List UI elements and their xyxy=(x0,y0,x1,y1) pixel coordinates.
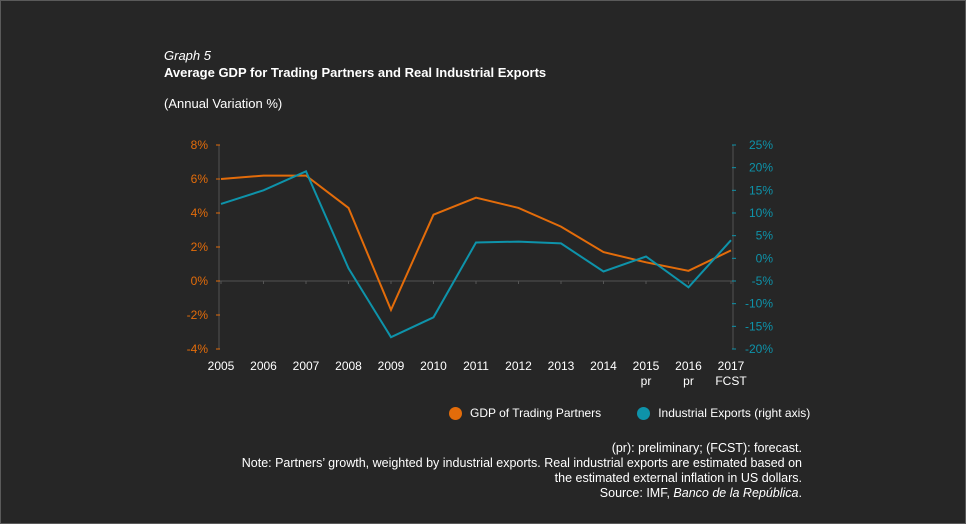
x-tick-label: 2016 xyxy=(675,359,702,373)
right-axis-tick-label: -20% xyxy=(745,342,773,356)
right-axis-tick-label: 0% xyxy=(756,251,774,265)
source-name: Banco de la República xyxy=(673,486,799,500)
source-period: . xyxy=(798,486,802,500)
notes-methodology: Note: Partners’ growth, weighted by indu… xyxy=(241,456,802,470)
x-tick-sublabel: pr xyxy=(641,374,652,388)
notes: (pr): preliminary; (FCST): forecast. Not… xyxy=(242,441,802,501)
x-tick-label: 2017 xyxy=(718,359,745,373)
x-tick-label: 2008 xyxy=(335,359,362,373)
legend-marker-gdp xyxy=(449,406,462,420)
legend-marker-exports xyxy=(637,406,651,420)
chart-subtitle: (Annual Variation %) xyxy=(164,96,283,111)
left-axis-tick-label: 6% xyxy=(191,172,209,186)
legend: GDP of Trading Partners Industrial Expor… xyxy=(449,406,846,420)
x-tick-label: 2015 xyxy=(633,359,660,373)
legend-item-exports: Industrial Exports (right axis) xyxy=(637,406,810,420)
left-axis-tick-label: -4% xyxy=(187,342,209,356)
legend-label-exports: Industrial Exports (right axis) xyxy=(658,406,811,420)
x-tick-label: 2010 xyxy=(420,359,447,373)
right-axis-tick-label: 25% xyxy=(749,138,773,152)
right-axis-tick-label: 10% xyxy=(749,206,773,220)
x-tick-label: 2006 xyxy=(250,359,277,373)
left-axis-tick-label: -2% xyxy=(187,308,209,322)
left-axis-tick-label: 4% xyxy=(191,206,209,220)
x-tick-label: 2012 xyxy=(505,359,532,373)
right-axis-tick-label: -10% xyxy=(745,297,773,311)
legend-item-gdp: GDP of Trading Partners xyxy=(449,406,601,420)
left-axis-tick-label: 8% xyxy=(191,138,209,152)
right-axis-tick-label: 15% xyxy=(749,183,773,197)
left-axis-tick-label: 0% xyxy=(191,274,209,288)
x-tick-label: 2005 xyxy=(208,359,235,373)
left-axis-tick-label: 2% xyxy=(191,240,209,254)
x-tick-label: 2011 xyxy=(463,359,489,373)
right-axis-tick-label: -15% xyxy=(745,319,773,333)
x-tick-label: 2013 xyxy=(548,359,575,373)
graph-number: Graph 5 xyxy=(164,48,211,63)
notes-abbreviations: (pr): preliminary; (FCST): forecast. xyxy=(611,441,802,455)
right-axis-tick-label: 5% xyxy=(756,229,774,243)
x-tick-sublabel: FCST xyxy=(715,374,747,388)
right-axis-tick-label: -5% xyxy=(752,274,774,288)
x-tick-label: 2009 xyxy=(378,359,405,373)
x-tick-label: 2007 xyxy=(293,359,320,373)
legend-label-gdp: GDP of Trading Partners xyxy=(470,406,602,420)
x-tick-sublabel: pr xyxy=(683,374,694,388)
notes-methodology-cont: the estimated external inflation in US d… xyxy=(554,471,802,485)
exports-series-line xyxy=(220,169,732,339)
source-label: Source: IMF, xyxy=(599,486,674,500)
chart-title: Average GDP for Trading Partners and Rea… xyxy=(164,65,547,80)
notes-source: Source: IMF, Banco de la República. xyxy=(242,486,802,501)
x-tick-label: 2014 xyxy=(590,359,617,373)
right-axis-tick-label: 20% xyxy=(749,161,773,175)
